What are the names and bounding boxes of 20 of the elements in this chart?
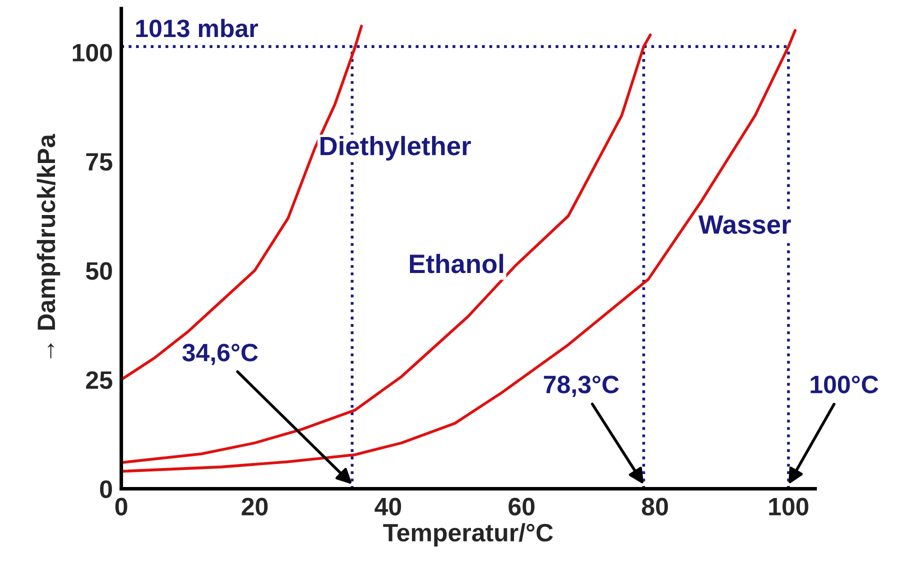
x-axis-title: Temperatur/°C — [383, 523, 553, 546]
series-label: Diethylether — [320, 136, 471, 161]
y-tick-label: 25 — [86, 371, 112, 389]
y-tick-label: 100 — [72, 44, 112, 62]
y-tick-label: 50 — [86, 262, 112, 280]
y-axis-title: → Dampfdruck/kPa — [36, 134, 60, 358]
ref-line-label: 78,3°C — [544, 376, 619, 397]
x-tick-label: 20 — [242, 498, 268, 516]
x-tick-label: 40 — [374, 498, 402, 516]
x-tick-label: 0 — [115, 498, 128, 516]
y-tick-label: 0 — [100, 480, 112, 498]
y-tick-label: 75 — [86, 153, 112, 171]
x-tick-label: 60 — [508, 498, 534, 516]
series-label: Ethanol — [410, 254, 504, 274]
x-tick-label: 100 — [769, 498, 808, 516]
x-tick-label: 80 — [642, 498, 668, 516]
ref-line-label: 1013 mbar — [136, 18, 258, 38]
ref-line-label: 34,6°C — [182, 344, 258, 366]
ref-line-label: 100°C — [810, 376, 878, 394]
series-label: Wasser — [698, 216, 791, 234]
